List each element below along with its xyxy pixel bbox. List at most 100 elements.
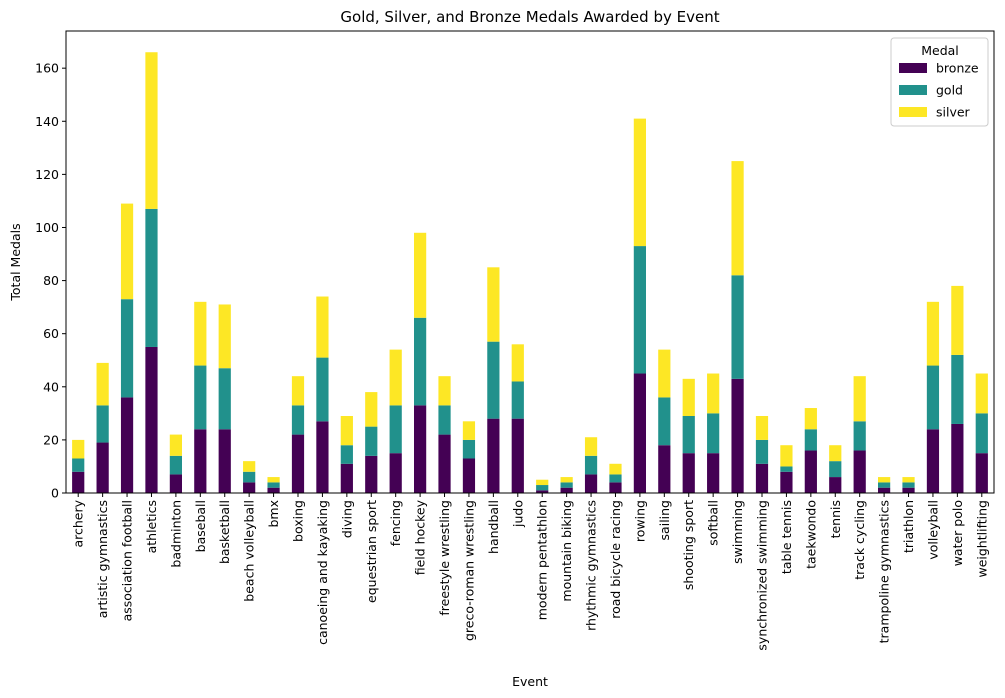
y-tick-label: 140 bbox=[35, 114, 59, 129]
bars-layer bbox=[72, 52, 988, 493]
x-tick-label: fencing bbox=[388, 500, 403, 546]
x-tick-label: baseball bbox=[193, 500, 208, 552]
bar-bronze-boxing bbox=[291, 434, 305, 493]
bar-gold-synchronized-swimming bbox=[755, 439, 769, 464]
bar-silver-taekwondo bbox=[804, 408, 817, 430]
x-tick-label: modern pentathlon bbox=[535, 500, 550, 620]
bar-gold-tennis bbox=[829, 461, 842, 478]
bar-gold-greco-roman-wrestling bbox=[462, 439, 476, 459]
bar-gold-artistic-gymnastics bbox=[96, 405, 109, 443]
bar-gold-mountain-biking bbox=[560, 482, 573, 488]
x-tick-label: shooting sport bbox=[681, 500, 696, 590]
legend-items: bronze gold silver bbox=[899, 61, 979, 120]
x-tick-label: artistic gymnastics bbox=[95, 500, 110, 618]
bar-bronze-baseball bbox=[194, 429, 207, 493]
bar-bronze-water-polo bbox=[951, 423, 964, 493]
bar-silver-field-hockey bbox=[414, 232, 427, 318]
y-tick-label: 60 bbox=[43, 326, 59, 341]
bar-silver-archery bbox=[72, 439, 85, 459]
bar-bronze-artistic-gymnastics bbox=[96, 442, 109, 493]
bar-bronze-triathlon bbox=[902, 487, 915, 493]
x-tick-label: beach volleyball bbox=[242, 500, 257, 602]
bar-bronze-diving bbox=[340, 463, 353, 493]
bar-gold-volleyball bbox=[926, 365, 940, 430]
bar-silver-diving bbox=[340, 416, 353, 446]
legend-box bbox=[890, 37, 989, 127]
bar-gold-weightlifting bbox=[975, 413, 988, 454]
bar-bronze-rhythmic-gymnastics bbox=[584, 474, 598, 493]
bar-bronze-shooting-sport bbox=[682, 453, 695, 493]
bar-gold-modern-pentathlon bbox=[536, 485, 549, 491]
bar-silver-water-polo bbox=[951, 285, 964, 355]
bar-bronze-weightlifting bbox=[975, 453, 988, 493]
x-tick-label: track cycling bbox=[852, 500, 867, 580]
x-tick-label: bmx bbox=[266, 500, 281, 528]
y-tick-label: 100 bbox=[35, 220, 59, 235]
bar-bronze-swimming bbox=[731, 378, 744, 493]
bar-bronze-athletics bbox=[145, 346, 158, 493]
bar-gold-association-football bbox=[120, 299, 134, 398]
bar-gold-fencing bbox=[389, 405, 402, 454]
bar-gold-archery bbox=[72, 458, 85, 472]
bar-bronze-softball bbox=[707, 453, 720, 493]
bar-silver-mountain-biking bbox=[560, 477, 573, 483]
bar-bronze-tennis bbox=[829, 477, 842, 493]
x-tick-label: table tennis bbox=[779, 500, 794, 574]
bar-silver-basketball bbox=[218, 304, 231, 369]
y-tick-label: 0 bbox=[51, 486, 59, 501]
x-tick-label: road bicycle racing bbox=[608, 500, 623, 619]
bar-silver-handball bbox=[487, 267, 500, 342]
y-axis-title: Total Medals bbox=[8, 223, 23, 301]
x-tick-label: rowing bbox=[632, 500, 647, 542]
bar-bronze-sailing bbox=[658, 445, 671, 493]
bar-silver-trampoline-gymnastics bbox=[878, 477, 891, 483]
legend-label-gold: gold bbox=[936, 83, 963, 98]
bar-gold-baseball bbox=[194, 365, 207, 430]
bar-gold-judo bbox=[511, 381, 524, 419]
bar-silver-track-cycling bbox=[853, 376, 866, 422]
plot-frame bbox=[65, 30, 995, 494]
x-tick-label: weightlifting bbox=[974, 500, 989, 578]
bar-gold-shooting-sport bbox=[682, 416, 695, 454]
x-tick-label: water polo bbox=[950, 500, 965, 566]
bar-silver-athletics bbox=[145, 52, 158, 209]
bar-bronze-greco-roman-wrestling bbox=[462, 458, 476, 493]
bar-gold-rhythmic-gymnastics bbox=[584, 455, 598, 475]
bar-silver-sailing bbox=[658, 349, 671, 398]
bar-bronze-association-football bbox=[120, 397, 134, 493]
chart-title: Gold, Silver, and Bronze Medals Awarded … bbox=[340, 8, 719, 26]
legend: Medal bronze gold silver bbox=[890, 37, 989, 127]
x-axis: archery artistic gymnastics association fo… bbox=[71, 493, 989, 651]
y-tick-label: 80 bbox=[43, 273, 59, 288]
x-tick-label: diving bbox=[339, 500, 354, 538]
x-tick-label: basketball bbox=[217, 500, 232, 564]
bar-silver-beach-volleyball bbox=[243, 461, 256, 472]
bar-gold-field-hockey bbox=[414, 317, 427, 406]
bar-bronze-mountain-biking bbox=[560, 487, 573, 493]
bar-bronze-judo bbox=[511, 418, 524, 493]
bar-bronze-basketball bbox=[218, 429, 231, 493]
bar-gold-track-cycling bbox=[853, 421, 866, 451]
bar-gold-boxing bbox=[291, 405, 305, 435]
bar-silver-triathlon bbox=[902, 477, 915, 483]
y-tick-label: 120 bbox=[35, 167, 59, 182]
bar-silver-rhythmic-gymnastics bbox=[584, 437, 598, 456]
bar-bronze-road-bicycle-racing bbox=[609, 482, 622, 493]
bar-bronze-table-tennis bbox=[780, 471, 793, 493]
bar-gold-sailing bbox=[658, 397, 671, 446]
x-axis-title: Event bbox=[512, 674, 548, 689]
bar-silver-freestyle-wrestling bbox=[438, 376, 451, 406]
x-tick-label: equestrian sport bbox=[364, 500, 379, 603]
x-tick-label: association football bbox=[120, 500, 135, 621]
bar-gold-rowing bbox=[633, 246, 646, 374]
bar-gold-bmx bbox=[267, 482, 280, 488]
bar-gold-basketball bbox=[218, 368, 231, 430]
bar-gold-canoeing-and-kayaking bbox=[316, 357, 329, 422]
bar-gold-athletics bbox=[145, 208, 158, 347]
bar-bronze-track-cycling bbox=[853, 450, 866, 493]
x-tick-label: trampoline gymnastics bbox=[877, 500, 892, 643]
y-tick-label: 40 bbox=[43, 379, 59, 394]
bar-gold-equestrian-sport bbox=[365, 426, 378, 456]
x-tick-label: sailing bbox=[657, 500, 672, 540]
bar-gold-badminton bbox=[169, 455, 182, 475]
